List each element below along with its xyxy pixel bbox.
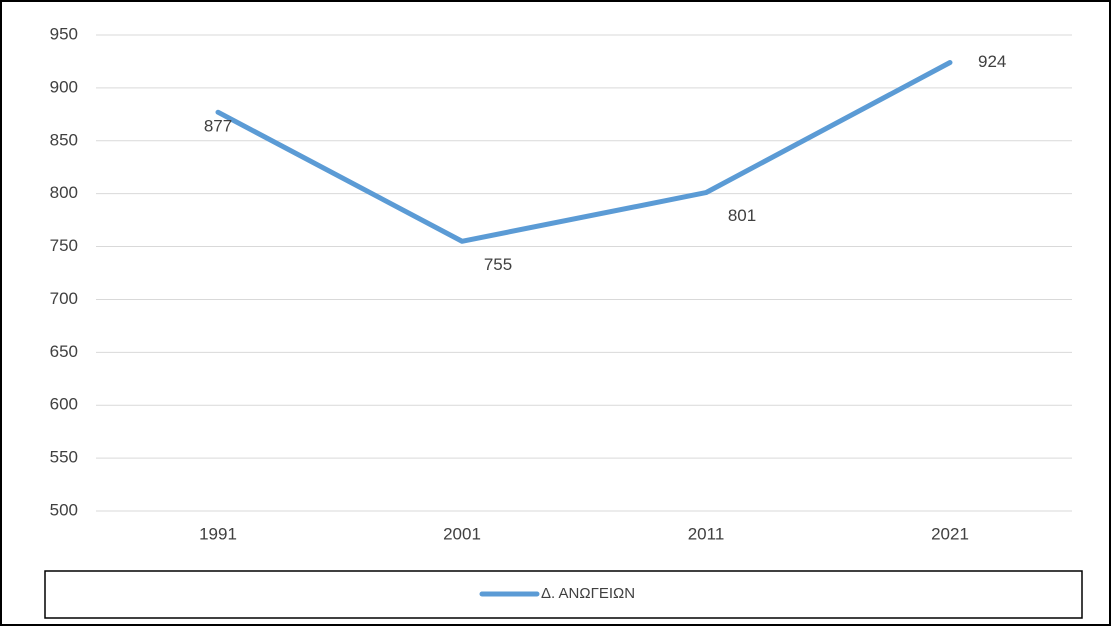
data-label: 755: [484, 255, 512, 274]
x-tick-label: 2011: [688, 524, 725, 543]
y-tick-label: 600: [50, 395, 78, 414]
data-label: 924: [978, 52, 1006, 71]
x-tick-label: 1991: [199, 524, 237, 543]
y-tick-label: 850: [50, 130, 78, 149]
x-tick-label: 2001: [443, 524, 481, 543]
y-tick-label: 900: [50, 77, 78, 96]
y-tick-label: 750: [50, 236, 78, 255]
y-tick-label: 700: [50, 289, 78, 308]
y-tick-label: 500: [50, 500, 78, 519]
data-label: 877: [204, 117, 232, 136]
legend-label: Δ. ΑΝΩΓΕΙΩΝ: [541, 585, 635, 602]
y-tick-label: 650: [50, 342, 78, 361]
y-tick-label: 950: [50, 24, 78, 43]
data-line: [215, 60, 953, 244]
data-label: 801: [728, 206, 756, 225]
x-tick-label: 2021: [931, 524, 969, 543]
y-tick-label: 550: [50, 448, 78, 467]
legend-box: [44, 570, 1083, 619]
y-tick-label: 800: [50, 183, 78, 202]
